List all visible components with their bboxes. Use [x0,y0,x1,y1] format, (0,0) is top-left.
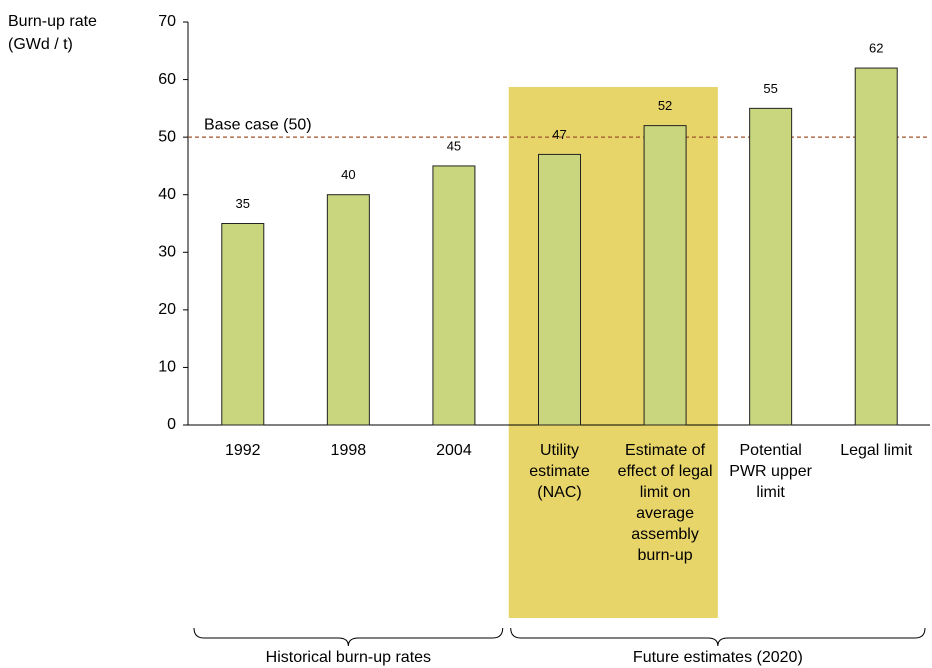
x-tick-label: 1992 [224,442,261,459]
value-label: 55 [763,81,777,96]
value-label: 47 [552,127,566,142]
x-tick-label: Potential PWR upper limit [729,442,812,501]
x-tick-label: 1998 [330,442,367,459]
bar [643,125,687,426]
y-tick-label: 20 [158,301,176,318]
y-tick-label: 30 [158,244,176,261]
x-tick-label: Utility estimate (NAC) [529,442,590,501]
value-label: 62 [869,40,883,55]
y-tick-label: 50 [158,128,176,145]
bar [326,194,370,426]
y-tick-label: 40 [158,186,176,203]
value-label: 52 [658,98,672,113]
reference-label: Base case (50) [204,116,312,133]
y-axis-label: Burn-up rate [8,13,97,30]
bar [749,107,793,426]
bar [538,153,581,426]
y-tick-label: 70 [158,13,176,30]
bar [221,223,265,426]
x-tick-label: Legal limit [840,442,913,459]
group-label: Historical burn-up rates [266,649,431,666]
bar [854,67,898,426]
group-brace [510,627,926,647]
y-tick-label: 10 [158,359,176,376]
bar [432,165,476,426]
y-tick-label: 60 [158,71,176,88]
value-label: 40 [341,167,355,182]
y-axis-label: (GWd / t) [8,36,73,53]
y-tick-label: 0 [167,416,176,433]
value-label: 45 [447,138,461,153]
x-tick-label: 2004 [436,442,472,459]
group-label: Future estimates (2020) [633,649,803,666]
value-label: 35 [236,196,250,211]
group-brace [193,627,504,647]
x-tick-label: Estimate of effect of legal limit on ave… [617,442,713,564]
